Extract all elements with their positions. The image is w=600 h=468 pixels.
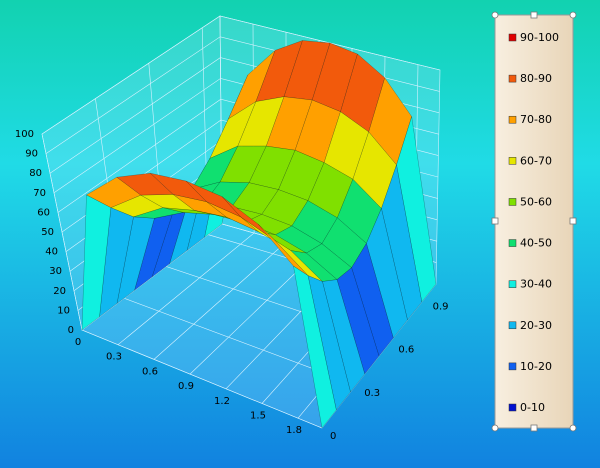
legend-label: 20-30 — [520, 319, 552, 332]
z-tick-label: 90 — [25, 149, 38, 160]
x-tick-label: 0 — [75, 337, 81, 348]
legend-swatch — [508, 280, 517, 288]
z-tick-label: 70 — [33, 188, 46, 199]
legend-label: 10-20 — [520, 360, 552, 373]
z-tick-label: 30 — [49, 266, 62, 277]
legend-label: 80-90 — [520, 72, 552, 85]
legend-label: 50-60 — [520, 195, 552, 208]
legend-label: 60-70 — [520, 154, 552, 167]
plot-area: 0 10 20 30 40 50 60 70 80 90 100 0 0.3 0.6 0.9 1.2 1.5 1.… — [15, 15, 449, 442]
z-tick-label: 80 — [29, 168, 42, 179]
x-tick-label: 1.2 — [214, 396, 230, 407]
z-tick-label: 0 — [68, 325, 74, 336]
surface-patch — [307, 275, 351, 411]
legend-swatch — [508, 362, 517, 371]
z-tick-label: 60 — [37, 207, 50, 218]
y-tick-label: 0.9 — [433, 301, 449, 312]
x-tick-label: 1.5 — [250, 411, 266, 422]
y-tick-label: 0.6 — [398, 345, 414, 356]
z-tick-label: 100 — [15, 129, 34, 140]
legend-swatch — [508, 403, 517, 412]
legend-swatch — [508, 198, 517, 206]
z-tick-label: 50 — [41, 227, 54, 238]
surface-patch — [396, 116, 437, 303]
x-tick-label: 0.3 — [106, 352, 122, 363]
legend-swatch — [508, 74, 517, 83]
legend: 90-100 80-90 70-80 60-70 50-60 40-50 30-40 20-3… — [491, 11, 577, 432]
x-tick-label: 1.8 — [286, 425, 302, 436]
legend-swatch — [508, 321, 517, 330]
z-tick-label: 10 — [57, 305, 70, 316]
legend-handles — [491, 11, 577, 432]
y-tick-label: 0.3 — [364, 388, 380, 399]
legend-swatch — [508, 33, 517, 42]
x-tick-label: 0.9 — [178, 381, 194, 392]
legend-label: 40-50 — [520, 237, 552, 250]
z-tick-label: 40 — [45, 247, 58, 258]
surface-patch — [322, 279, 366, 393]
z-tick-label: 20 — [53, 286, 66, 297]
legend-swatch — [508, 115, 517, 124]
surface-patch — [336, 267, 380, 375]
legend-label: 70-80 — [520, 113, 552, 126]
y-tick-label: 0 — [330, 431, 336, 442]
legend-swatch — [508, 239, 517, 247]
legend-label: 30-40 — [520, 278, 552, 291]
legend-label: 90-100 — [520, 31, 559, 44]
x-tick-label: 0.6 — [142, 366, 158, 377]
surface-patch — [293, 265, 337, 429]
grid-line — [41, 15, 441, 135]
legend-swatch — [508, 157, 517, 165]
legend-label: 0-10 — [520, 401, 545, 414]
